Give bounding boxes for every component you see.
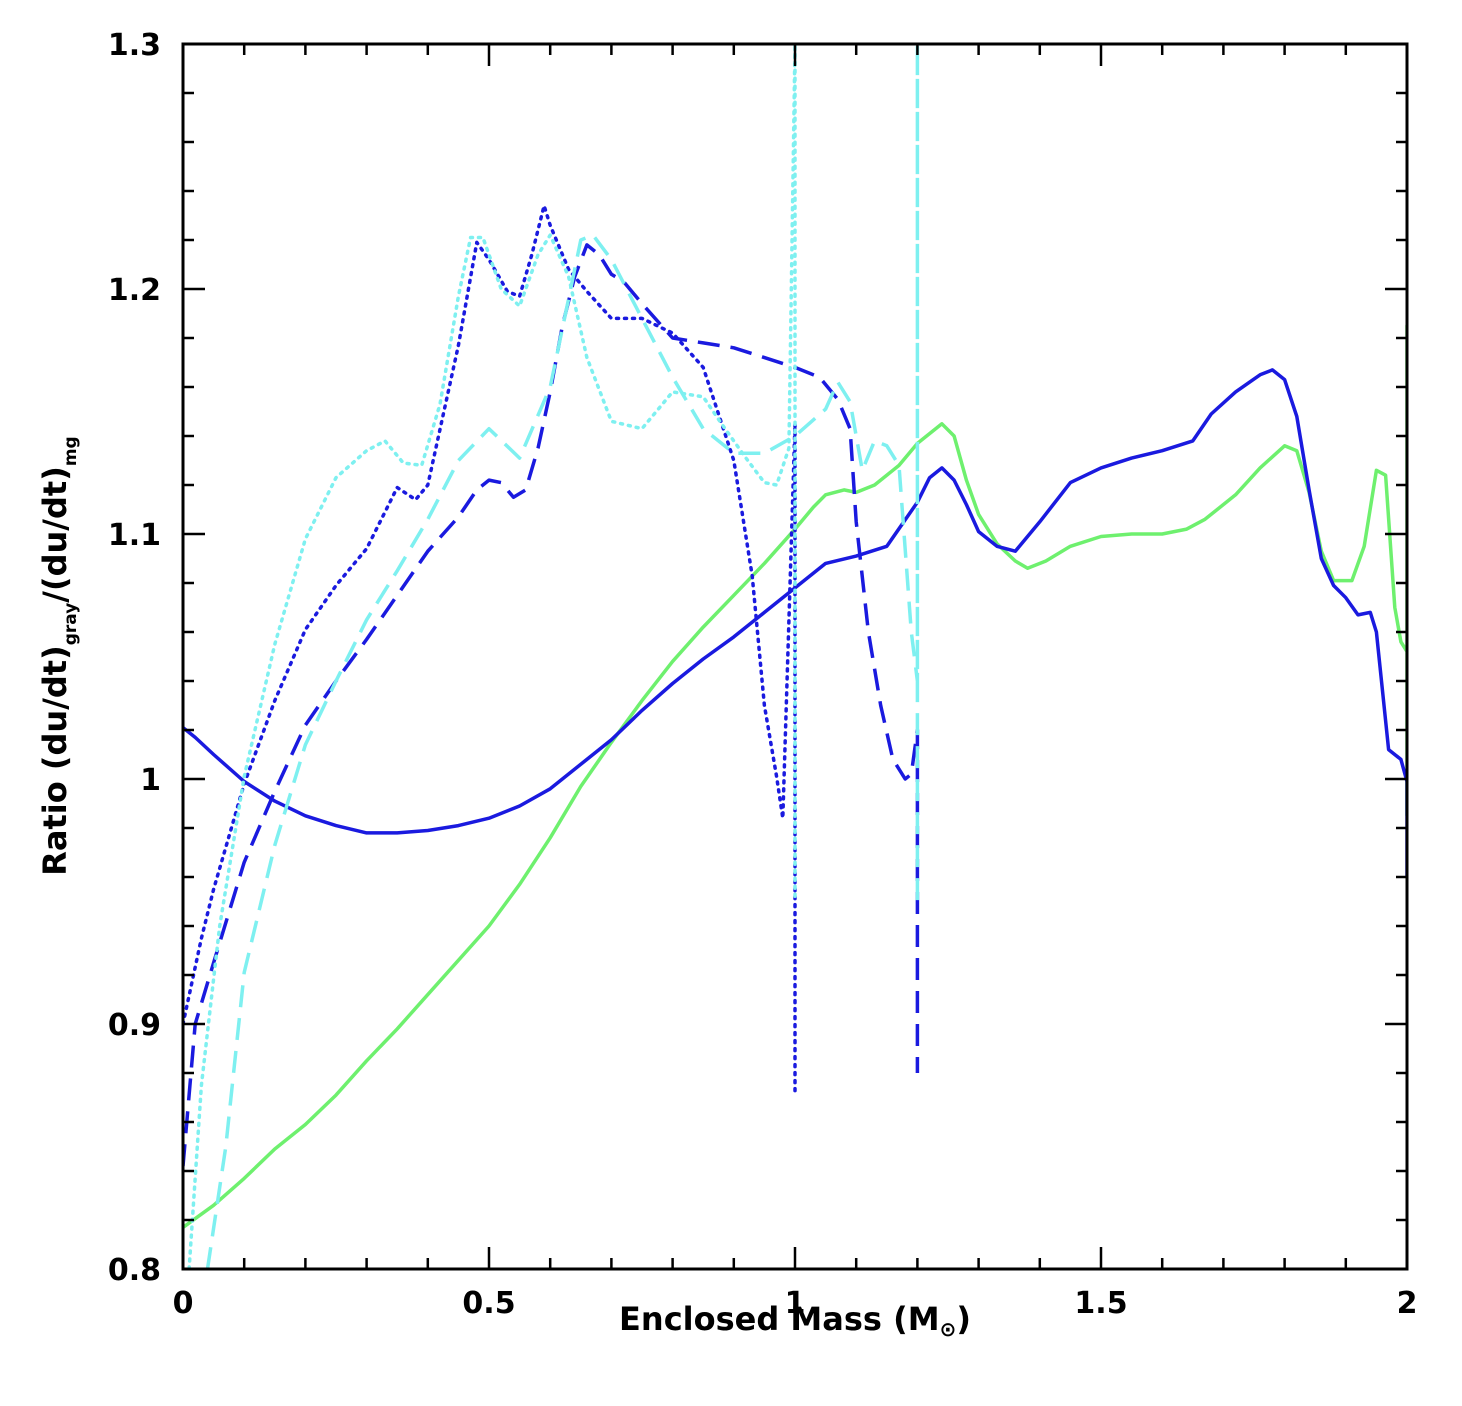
tick-label-layer: 0 0.5 1 1.5 2 0.8 0.9 1 1.1 1.2 1.3	[108, 28, 1418, 1321]
x-axis-title: Enclosed Mass (M⊙)	[619, 1300, 971, 1341]
y-axis-title-part2: /(du/dt)	[36, 466, 74, 603]
x-tick-label: 0.5	[462, 1286, 515, 1321]
y-tick-label: 0.8	[108, 1253, 161, 1288]
series-blue-solid	[183, 368, 1407, 877]
y-axis-title-part1: Ratio (du/dt)	[36, 645, 74, 875]
y-axis-sub-mg: mg	[61, 436, 81, 466]
x-tick-label: 0	[173, 1286, 194, 1321]
series-blue-dashed	[183, 243, 920, 1167]
solar-mass-symbol: ⊙	[940, 1317, 957, 1341]
y-tick-label: 0.9	[108, 1008, 161, 1043]
y-axis-sub-gray: gray	[61, 603, 81, 646]
y-tick-label: 1.3	[108, 28, 161, 63]
y-tick-label: 1.2	[108, 273, 161, 308]
series-cyan-dashed	[205, 44, 920, 1269]
x-tick-label: 2	[1397, 1286, 1418, 1321]
x-axis-title-close: )	[956, 1300, 971, 1338]
series-blue-dotted	[183, 203, 797, 1095]
series-green-solid	[183, 324, 1407, 1229]
series-cyan-dotted	[187, 44, 797, 1269]
series-layer	[183, 44, 1407, 1269]
tick-layer	[181, 42, 1409, 1271]
y-tick-label: 1.1	[108, 518, 161, 553]
y-tick-label: 1	[140, 763, 161, 798]
x-tick-label: 1.5	[1074, 1286, 1127, 1321]
x-axis-title-main: Enclosed Mass (M	[619, 1300, 940, 1338]
y-axis-title: Ratio (du/dt)gray/(du/dt)mg	[36, 436, 81, 875]
x-tick-label: 1	[785, 1286, 806, 1321]
